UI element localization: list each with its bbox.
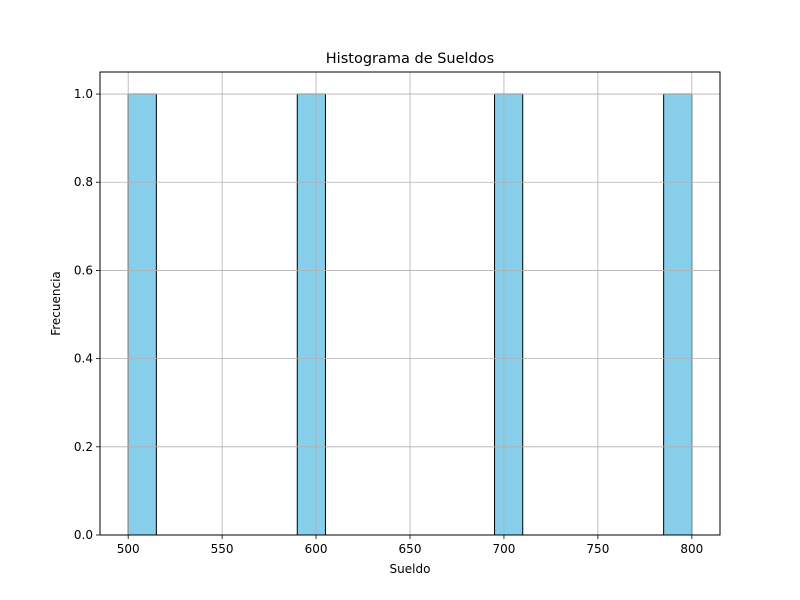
axis-ticks: 500 550 600 650 700 750 800 0.0 0.2 0.4 0.6 0.8 1.0 [74, 87, 703, 556]
x-tick-label: 800 [680, 542, 703, 556]
x-tick-label: 700 [492, 542, 515, 556]
histogram-bar-1 [127, 93, 157, 536]
x-axis-label: Sueldo [390, 562, 431, 576]
y-axis-label: Frecuencia [49, 271, 63, 336]
x-tick-label: 750 [586, 542, 609, 556]
y-tick-label: 0.8 [74, 175, 93, 189]
y-tick-label: 0.0 [74, 528, 93, 542]
x-tick-label: 600 [305, 542, 328, 556]
y-tick-label: 0.6 [74, 263, 93, 277]
chart-title: Histograma de Sueldos [326, 51, 494, 67]
histogram-bar-4 [663, 93, 693, 536]
grid-lines [100, 72, 720, 536]
histogram-bar-2 [296, 93, 326, 536]
y-tick-label: 0.4 [74, 352, 93, 366]
x-tick-label: 550 [211, 542, 234, 556]
histogram-bars [127, 93, 693, 536]
x-tick-label: 500 [117, 542, 140, 556]
y-tick-label: 0.2 [74, 440, 93, 454]
histogram-bar-3 [494, 93, 524, 536]
x-tick-label: 650 [399, 542, 422, 556]
y-tick-label: 1.0 [74, 87, 93, 101]
